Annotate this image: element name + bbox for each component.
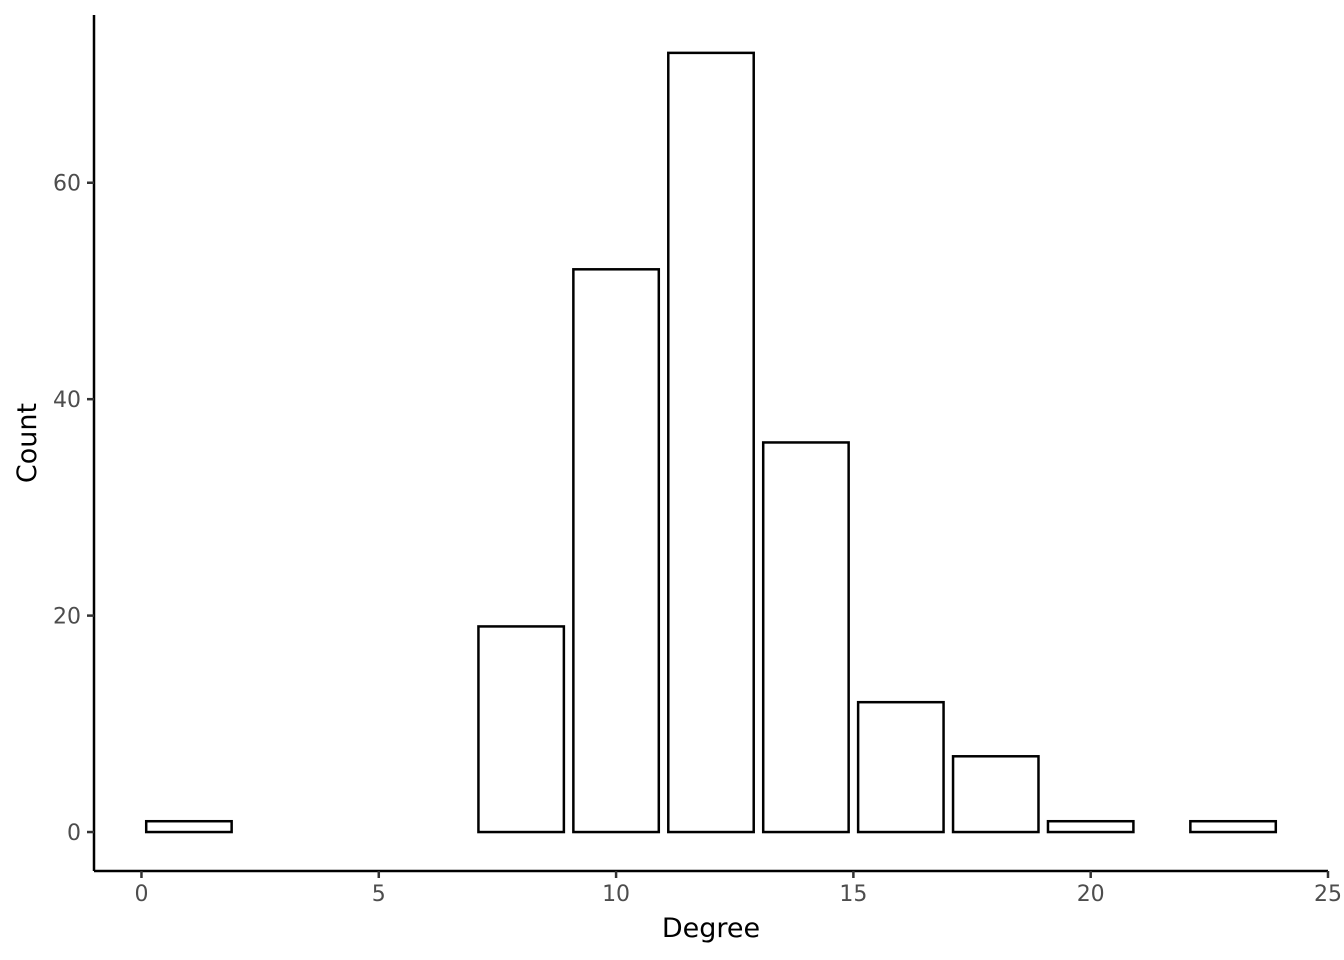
histogram-bar <box>144 819 233 834</box>
histogram-bar <box>951 755 1040 834</box>
histogram-bar <box>856 700 945 834</box>
y-tick-label: 20 <box>53 605 81 630</box>
histogram-bar <box>667 51 755 834</box>
ticks-layer: 0 5 10 15 20 25 0 20 40 60 <box>53 172 1342 907</box>
y-tick-label: 0 <box>67 821 81 846</box>
x-axis-title: Degree <box>662 913 760 944</box>
histogram-bar <box>477 625 566 834</box>
x-tick-label: 5 <box>372 882 386 907</box>
y-tick-label: 40 <box>53 388 81 413</box>
y-axis-title: Count <box>12 403 43 483</box>
x-tick-label: 10 <box>602 882 630 907</box>
histogram-bar <box>1189 819 1278 834</box>
histogram-bar <box>1046 819 1135 834</box>
y-tick-label: 60 <box>53 172 81 197</box>
x-tick-label: 20 <box>1077 882 1105 907</box>
x-tick-label: 15 <box>839 882 867 907</box>
axes-layer <box>92 15 1328 873</box>
histogram-bar <box>761 441 850 834</box>
bars-layer <box>144 51 1278 834</box>
x-tick-label: 0 <box>134 882 148 907</box>
histogram-bar <box>572 268 661 834</box>
x-tick-label: 25 <box>1314 882 1342 907</box>
